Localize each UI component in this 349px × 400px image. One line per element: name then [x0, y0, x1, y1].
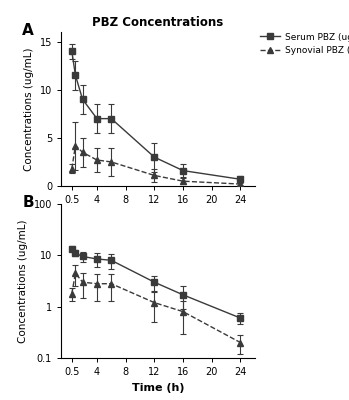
Y-axis label: Concentrations (ug/mL): Concentrations (ug/mL) — [18, 219, 28, 343]
X-axis label: Time (h): Time (h) — [132, 210, 184, 220]
Legend: Serum PBZ (ug/mL), Synovial PBZ (ug/mL): Serum PBZ (ug/mL), Synovial PBZ (ug/mL) — [257, 29, 349, 59]
X-axis label: Time (h): Time (h) — [132, 382, 184, 392]
Title: PBZ Concentrations: PBZ Concentrations — [92, 16, 224, 30]
Text: B: B — [22, 195, 34, 210]
Y-axis label: Concentrations (ug/mL): Concentrations (ug/mL) — [24, 47, 34, 171]
Text: A: A — [22, 23, 34, 38]
